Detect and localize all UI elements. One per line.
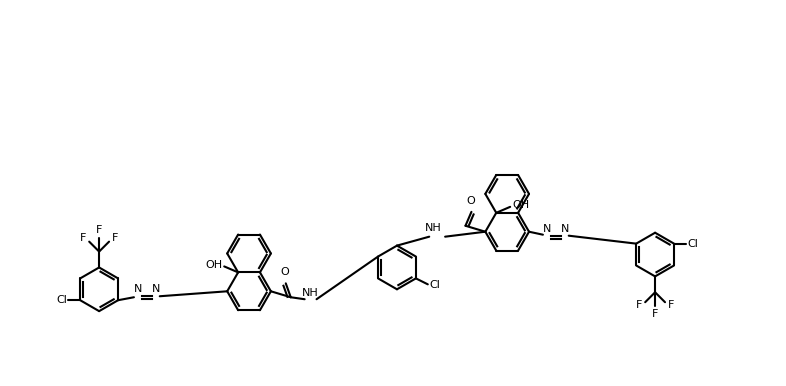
Text: O: O: [466, 196, 475, 206]
Text: N: N: [152, 284, 160, 294]
Text: NH: NH: [425, 223, 442, 233]
Text: Cl: Cl: [57, 295, 68, 305]
Text: F: F: [80, 233, 86, 243]
Text: OH: OH: [205, 261, 222, 271]
Text: Cl: Cl: [687, 239, 698, 249]
Text: F: F: [652, 309, 659, 319]
Text: N: N: [542, 224, 551, 234]
Text: N: N: [560, 224, 569, 234]
Text: F: F: [636, 300, 642, 310]
Text: F: F: [112, 233, 119, 243]
Text: N: N: [134, 284, 142, 294]
Text: F: F: [96, 225, 102, 235]
Text: NH: NH: [303, 288, 319, 298]
Text: Cl: Cl: [430, 280, 441, 290]
Text: O: O: [281, 267, 289, 278]
Text: F: F: [668, 300, 674, 310]
Text: OH: OH: [512, 200, 529, 210]
